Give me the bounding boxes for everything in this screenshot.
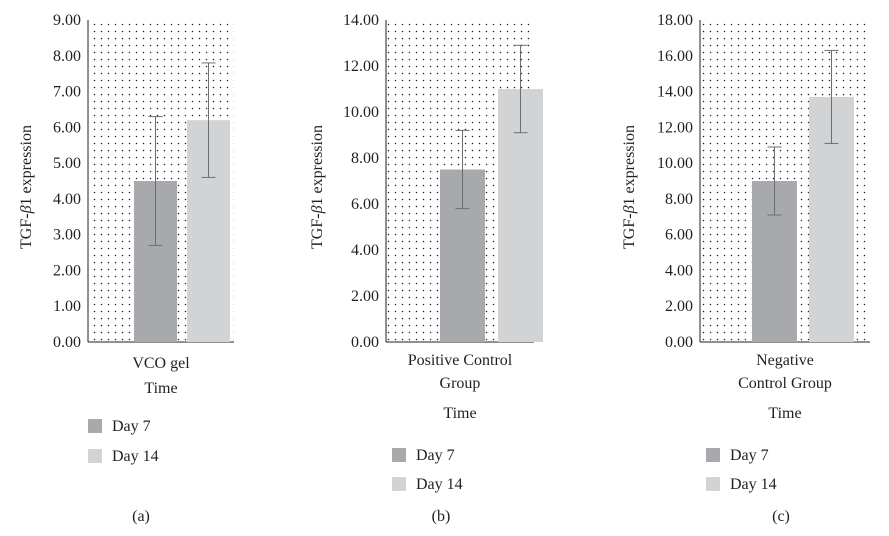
legend-swatch-day-7 — [392, 448, 406, 462]
y-axis-label-prefix: TGF- — [621, 213, 638, 249]
y-tick-label: 6.00 — [665, 227, 693, 244]
y-tick-label: 18.00 — [657, 12, 693, 29]
chart-panel-a: 0.00 1.00 2.00 3.00 4.00 5.00 6.00 7.00 8.00 9.00… — [18, 12, 234, 525]
y-axis-label-suffix: 1 expression — [309, 125, 326, 205]
panel-label: (c) — [772, 508, 790, 525]
y-tick-label: 4.00 — [53, 191, 81, 208]
y-tick-label: 12.00 — [343, 58, 379, 75]
y-axis-label-suffix: 1 expression — [621, 125, 638, 205]
y-axis-label-suffix: 1 expression — [18, 125, 35, 205]
x-axis-title: Time — [144, 380, 177, 397]
legend-label: Day 14 — [416, 476, 463, 493]
y-tick-label: 2.00 — [53, 262, 81, 279]
y-tick-label: 1.00 — [53, 298, 81, 315]
x-category-label: VCO gel — [132, 355, 190, 372]
y-axis-label: TGF-β1 expression — [309, 125, 326, 249]
y-tick-label: 10.00 — [657, 155, 693, 172]
y-tick-label: 8.00 — [665, 191, 693, 208]
x-category-label-line: Group — [440, 375, 481, 392]
y-tick-label: 7.00 — [53, 84, 81, 101]
y-tick-label: 2.00 — [351, 288, 379, 305]
legend-label: Day 14 — [112, 448, 159, 465]
y-tick-label: 6.00 — [53, 119, 81, 136]
legend-swatch-day-14 — [88, 449, 102, 463]
chart-panel-c: 0.00 2.00 4.00 6.00 8.00 10.00 12.00 14.00 16.00… — [621, 12, 870, 525]
y-tick-label: 12.00 — [657, 119, 693, 136]
y-tick-label: 0.00 — [53, 334, 81, 351]
x-axis-title: Time — [443, 405, 476, 422]
y-axis-label: TGF-β1 expression — [621, 125, 638, 249]
y-tick-label: 8.00 — [351, 150, 379, 167]
y-axis-label: TGF-β1 expression — [18, 125, 35, 249]
legend-label: Day 7 — [112, 418, 151, 435]
legend-label: Day 7 — [416, 447, 455, 464]
y-tick-label: 3.00 — [53, 227, 81, 244]
legend-label: Day 14 — [730, 476, 777, 493]
legend-swatch-day-7 — [706, 448, 720, 462]
x-category-label: Negative Control Group — [738, 352, 832, 392]
y-tick-label: 4.00 — [351, 242, 379, 259]
y-tick-label: 0.00 — [665, 334, 693, 351]
panel-label: (b) — [432, 508, 451, 525]
legend-swatch-day-14 — [392, 477, 406, 491]
x-category-label-line: Positive Control — [408, 352, 513, 369]
chart-panel-b: 0.00 2.00 4.00 6.00 8.00 10.00 12.00 14.00 TGF-β… — [309, 12, 543, 525]
y-axis-label-beta: β — [18, 205, 35, 214]
x-category-label-line: Control Group — [738, 375, 832, 392]
y-tick-label: 10.00 — [343, 104, 379, 121]
y-tick-label: 14.00 — [657, 84, 693, 101]
y-tick-label: 6.00 — [351, 196, 379, 213]
x-category-label-line: Negative — [756, 352, 814, 369]
x-axis-title: Time — [768, 405, 801, 422]
y-tick-label: 9.00 — [53, 12, 81, 29]
y-axis-label-prefix: TGF- — [309, 213, 326, 249]
panel-label: (a) — [132, 508, 150, 525]
legend-label: Day 7 — [730, 447, 769, 464]
y-axis-label-beta: β — [621, 205, 638, 214]
y-tick-label: 5.00 — [53, 155, 81, 172]
legend-swatch-day-7 — [88, 419, 102, 433]
y-axis-label-beta: β — [309, 205, 326, 214]
y-tick-label: 16.00 — [657, 48, 693, 65]
y-tick-label: 14.00 — [343, 12, 379, 29]
legend-swatch-day-14 — [706, 477, 720, 491]
y-tick-label: 2.00 — [665, 298, 693, 315]
y-tick-label: 4.00 — [665, 262, 693, 279]
x-category-label: Positive Control Group — [408, 352, 513, 392]
y-tick-label: 8.00 — [53, 48, 81, 65]
y-tick-label: 0.00 — [351, 334, 379, 351]
x-category-label-line: VCO gel — [132, 355, 190, 372]
y-axis-label-prefix: TGF- — [18, 213, 35, 249]
